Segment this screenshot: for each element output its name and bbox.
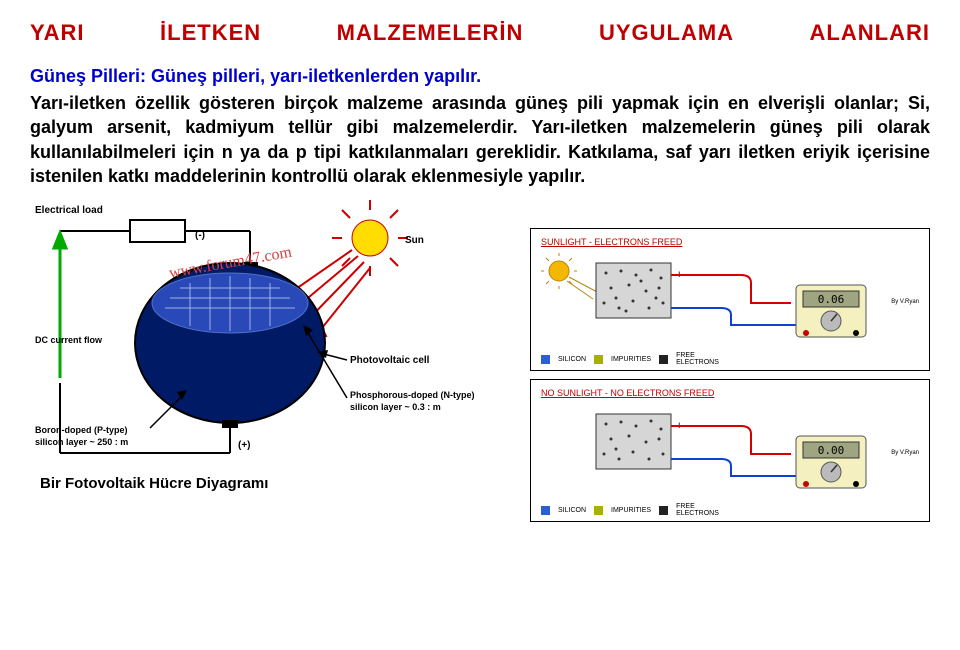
dc-label: DC current flow	[35, 335, 103, 345]
pv-diagram: Electrical load (-)	[30, 198, 510, 522]
sun-icon	[332, 200, 408, 276]
no-sunlight-svg: + − 0.00	[541, 404, 901, 499]
sun-label: Sun	[405, 235, 424, 246]
pv-cell-label: Photovoltaic cell	[350, 355, 430, 366]
multimeter-off: 0.00	[796, 436, 866, 488]
body-text: Yarı-iletken özellik gösteren birçok mal…	[30, 91, 930, 188]
title-word: ALANLARI	[810, 20, 930, 46]
diagrams-row: Electrical load (-)	[30, 198, 930, 522]
subtitle: Güneş Pilleri: Güneş pilleri, yarı-iletk…	[30, 66, 930, 87]
sunlight-svg: + − 0.06	[541, 253, 901, 348]
legend: SILICON IMPURITIES FREE ELECTRONS	[541, 503, 919, 517]
byline: By V.Ryan	[891, 299, 919, 305]
svg-text:0.00: 0.00	[818, 444, 845, 457]
legend: SILICON IMPURITIES FREE ELECTRONS	[541, 352, 919, 366]
pv-svg: Electrical load (-)	[30, 198, 510, 498]
byline: By V.Ryan	[891, 450, 919, 456]
title-word: MALZEMELERİN	[337, 20, 524, 46]
pv-caption: Bir Fotovoltaik Hücre Diyagramı	[40, 475, 268, 492]
n-layer-label: Phosphorous-doped (N-type) silicon layer…	[350, 390, 477, 412]
p-layer-label: Boron-doped (P-type) silicon layer ~ 250…	[35, 425, 130, 447]
sun-body	[352, 220, 388, 256]
dc-arrow	[54, 233, 66, 378]
circuit-column: SUNLIGHT - ELECTRONS FREED	[530, 198, 930, 522]
plus-label: (+)	[238, 440, 251, 451]
circuit-sunlight: SUNLIGHT - ELECTRONS FREED	[530, 228, 930, 371]
svg-text:0.06: 0.06	[818, 293, 845, 306]
no-sunlight-title: NO SUNLIGHT - NO ELECTRONS FREED	[541, 388, 919, 398]
title-word: İLETKEN	[160, 20, 261, 46]
circuit-no-sunlight: NO SUNLIGHT - NO ELECTRONS FREED + −	[530, 379, 930, 522]
page-title: YARI İLETKEN MALZEMELERİN UYGULAMA ALANL…	[30, 20, 930, 46]
title-word: YARI	[30, 20, 85, 46]
sunlight-title: SUNLIGHT - ELECTRONS FREED	[541, 237, 919, 247]
title-word: UYGULAMA	[599, 20, 734, 46]
electrical-load-label: Electrical load	[35, 205, 103, 216]
load-box	[130, 220, 185, 242]
multimeter-on: 0.06	[796, 285, 866, 337]
